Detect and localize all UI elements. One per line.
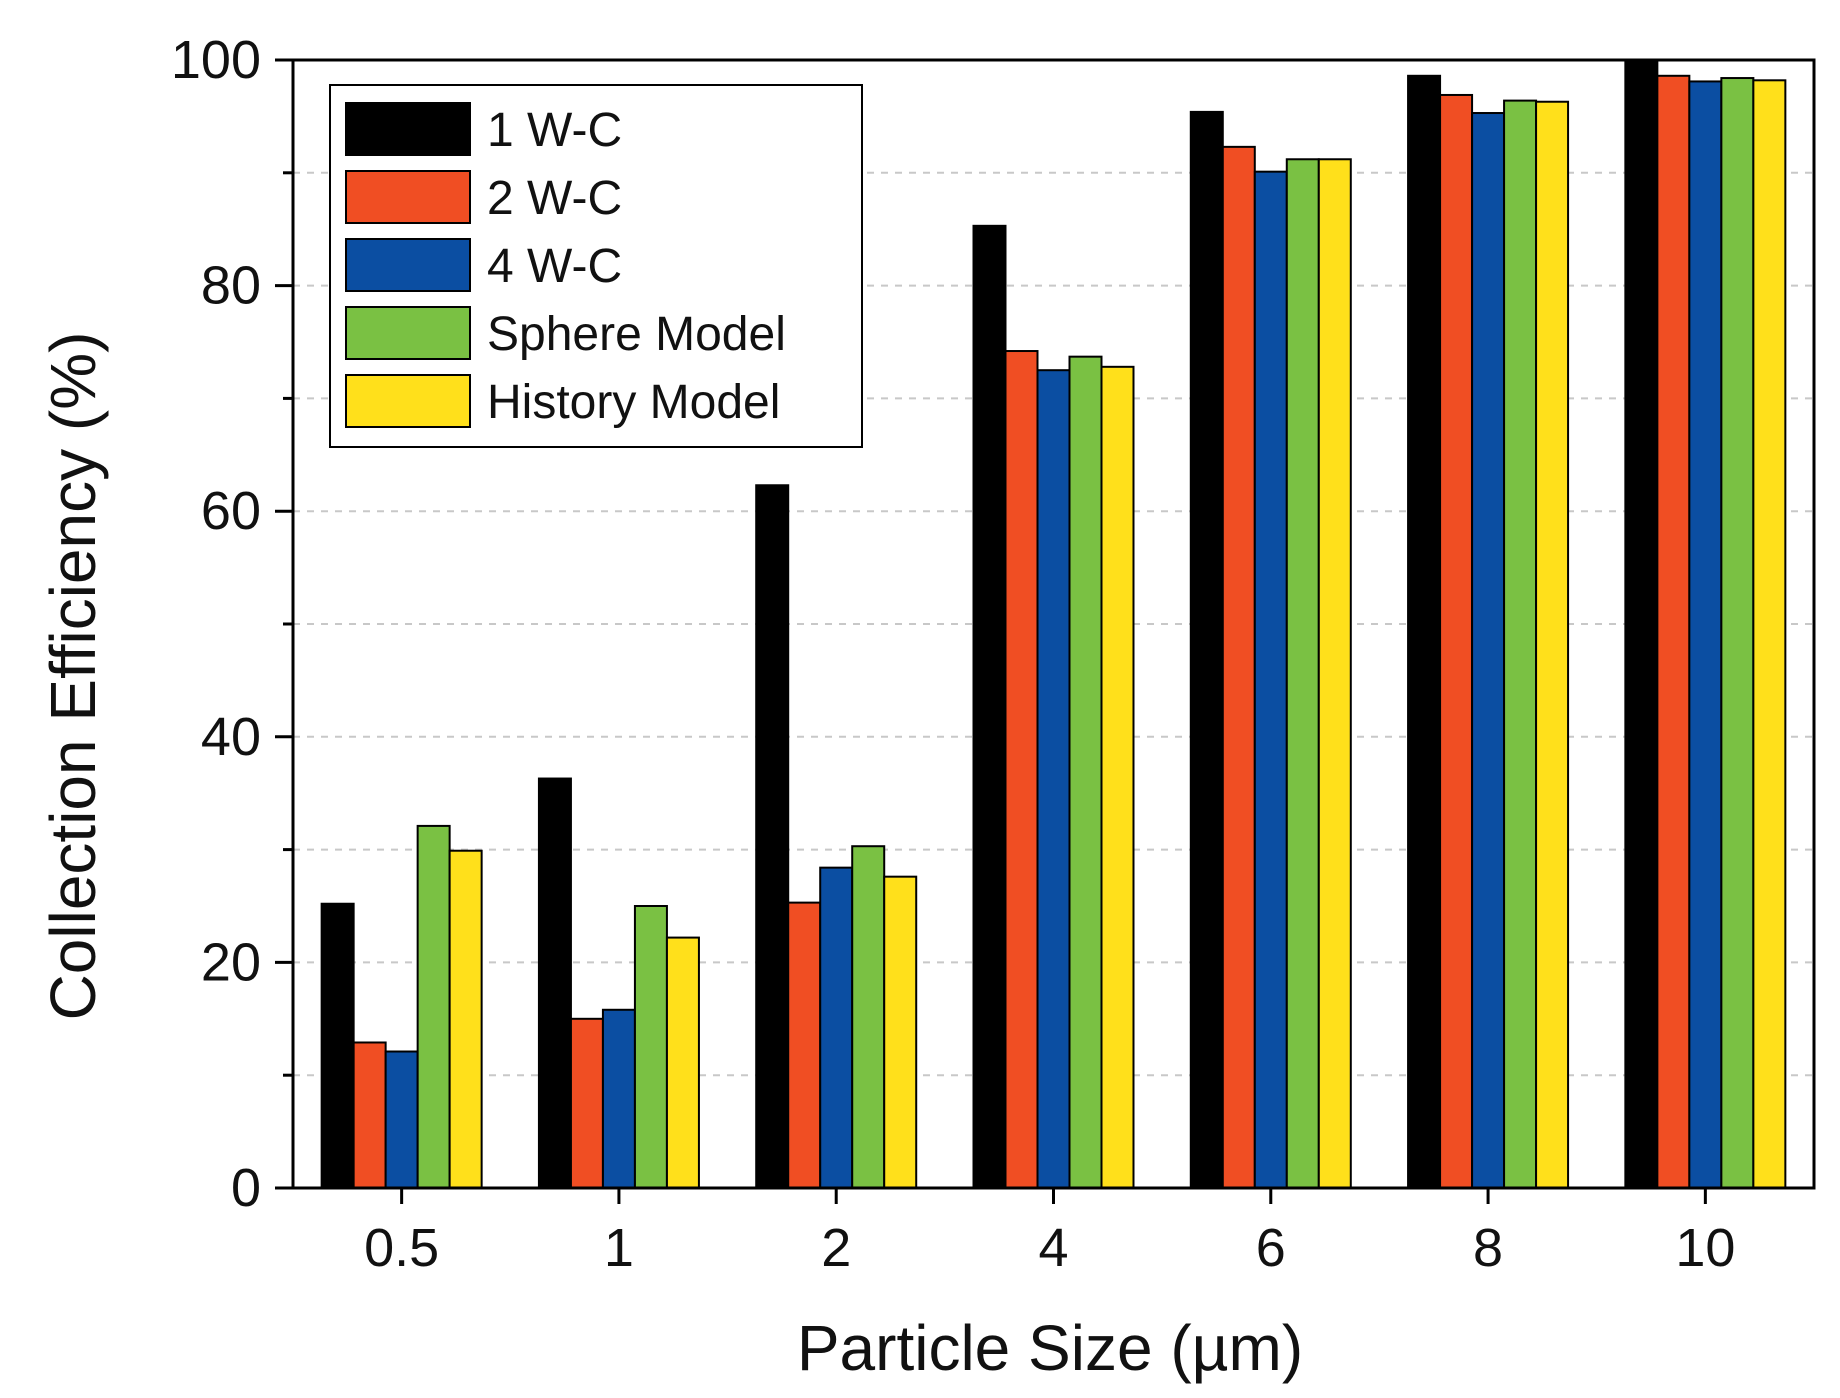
legend-label: Sphere Model xyxy=(487,308,786,361)
legend-label: 2 W-C xyxy=(487,172,622,225)
bar xyxy=(1535,100,1570,1190)
y-tick-label: 100 xyxy=(171,30,261,90)
bar xyxy=(665,936,700,1189)
bar xyxy=(569,1017,604,1189)
bar xyxy=(1004,350,1039,1189)
bar xyxy=(972,224,1007,1190)
bar xyxy=(601,1008,636,1189)
y-tick-label: 20 xyxy=(201,932,261,992)
bar xyxy=(1720,77,1755,1190)
bar xyxy=(1656,74,1691,1190)
bar xyxy=(1624,59,1659,1189)
bar xyxy=(1036,369,1071,1189)
x-tick-label: 8 xyxy=(1473,1218,1503,1278)
bar xyxy=(537,777,572,1189)
x-tick-label: 10 xyxy=(1675,1218,1735,1278)
x-axis-title: Particle Size (µm) xyxy=(797,1312,1303,1384)
bar xyxy=(1221,145,1256,1190)
bar xyxy=(1253,170,1288,1189)
bar xyxy=(1189,110,1224,1190)
bar xyxy=(633,905,668,1189)
y-tick-label: 40 xyxy=(201,707,261,767)
x-tick-label: 2 xyxy=(821,1218,851,1278)
legend-swatch xyxy=(345,374,471,428)
x-tick-label: 6 xyxy=(1256,1218,1286,1278)
bar xyxy=(787,901,822,1190)
legend-label: History Model xyxy=(487,376,780,429)
y-tick-label: 60 xyxy=(201,481,261,541)
bars xyxy=(320,59,1787,1190)
bar xyxy=(1285,158,1320,1189)
y-tick-label: 0 xyxy=(231,1158,261,1218)
legend-swatch xyxy=(345,170,471,224)
bar xyxy=(1100,365,1135,1190)
bar xyxy=(384,1050,419,1189)
y-tick-label: 80 xyxy=(201,256,261,316)
bar xyxy=(352,1041,387,1190)
legend: 1 W-C 2 W-C 4 W-C Sphere Model History Model xyxy=(329,84,863,448)
bar xyxy=(755,484,790,1190)
x-tick-label: 0.5 xyxy=(364,1218,439,1278)
legend-swatch xyxy=(345,238,471,292)
axes xyxy=(275,58,1816,1204)
bar xyxy=(883,875,918,1189)
bar xyxy=(1752,79,1787,1190)
legend-swatch xyxy=(345,306,471,360)
bar xyxy=(320,902,355,1190)
bar xyxy=(1503,99,1538,1189)
bar xyxy=(416,824,451,1189)
bar xyxy=(1471,112,1506,1190)
bar xyxy=(1317,158,1352,1189)
x-tick-label: 4 xyxy=(1038,1218,1068,1278)
legend-label: 4 W-C xyxy=(487,240,622,293)
bar xyxy=(1407,74,1442,1190)
bar xyxy=(819,866,854,1189)
bar xyxy=(448,849,483,1190)
legend-swatch xyxy=(345,102,471,156)
bar xyxy=(1068,355,1103,1189)
bar xyxy=(1439,93,1474,1189)
legend-label: 1 W-C xyxy=(487,104,622,157)
x-tick-label: 1 xyxy=(604,1218,634,1278)
bar xyxy=(851,845,886,1189)
bar xyxy=(1688,80,1723,1189)
y-axis-title: Collection Efficiency (%) xyxy=(37,332,109,1021)
